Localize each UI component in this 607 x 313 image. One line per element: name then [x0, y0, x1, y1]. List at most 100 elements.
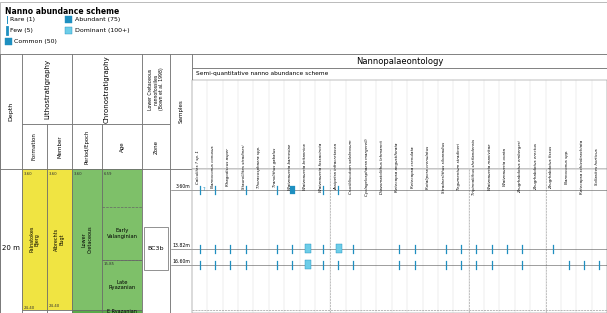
Text: Diazomatolithus lehmannii: Diazomatolithus lehmannii: [380, 140, 384, 194]
Text: Zeugrhabdotus erectus: Zeugrhabdotus erectus: [534, 143, 538, 191]
Bar: [142, 54, 170, 124]
Text: Early
Valanginian: Early Valanginian: [106, 228, 138, 239]
Text: Late
Ryazanian: Late Ryazanian: [109, 280, 135, 290]
Bar: [192, 54, 607, 68]
Bar: [22, 124, 47, 169]
Bar: [72, 169, 102, 310]
Bar: [47, 169, 72, 310]
Text: Retecapsa angustiforata: Retecapsa angustiforata: [396, 142, 399, 192]
Bar: [102, 124, 142, 169]
Bar: [305, 260, 311, 269]
Bar: [22, 169, 47, 310]
Text: Calculites ? sp. 1: Calculites ? sp. 1: [195, 150, 200, 184]
Text: Tegumentum stradineri: Tegumentum stradineri: [457, 144, 461, 190]
Text: Staurolilites stradineri: Staurolilites stradineri: [242, 145, 246, 189]
Bar: [290, 186, 295, 194]
Text: Dominant (100+): Dominant (100+): [75, 28, 130, 33]
Bar: [0, 54, 607, 313]
Bar: [0, 2, 607, 54]
Text: Chronostratigraphy: Chronostratigraphy: [104, 55, 110, 123]
Bar: [5, 38, 12, 45]
Bar: [102, 260, 142, 310]
Text: Tranolithus gabalus: Tranolithus gabalus: [273, 147, 277, 187]
Text: 24.40: 24.40: [49, 304, 60, 308]
Text: Member: Member: [57, 135, 62, 158]
Bar: [0, 54, 22, 169]
Bar: [144, 227, 168, 270]
Text: 24.40: 24.40: [24, 306, 35, 310]
Text: 3.60: 3.60: [49, 172, 58, 176]
Text: 13.82m: 13.82m: [172, 243, 190, 248]
Text: 3.60: 3.60: [74, 172, 83, 176]
Bar: [142, 169, 170, 313]
Text: Nannoconus spp.: Nannoconus spp.: [565, 150, 569, 184]
Bar: [65, 16, 72, 23]
Bar: [170, 169, 192, 313]
Bar: [65, 27, 72, 34]
Text: Rare (1): Rare (1): [10, 17, 35, 22]
Text: Sollasites horticus: Sollasites horticus: [595, 149, 599, 185]
Bar: [305, 244, 311, 253]
Text: Watznaueria fossacincta: Watznaueria fossacincta: [319, 142, 323, 192]
Text: 3.60: 3.60: [24, 172, 33, 176]
Bar: [102, 169, 142, 260]
Text: Rhagodiscus asper: Rhagodiscus asper: [226, 148, 231, 186]
Text: Thoracosphaera spp.: Thoracosphaera spp.: [257, 146, 261, 188]
Text: Watznaueria barnesiae: Watznaueria barnesiae: [288, 144, 292, 190]
Text: Lithostratigraphy: Lithostratigraphy: [44, 59, 50, 119]
Text: Period/Epoch: Period/Epoch: [84, 129, 89, 164]
Text: Nanno abundance scheme: Nanno abundance scheme: [5, 7, 119, 16]
Text: Nannoconus conusus: Nannoconus conusus: [211, 146, 215, 188]
Text: Zeugrhabdotus fissus: Zeugrhabdotus fissus: [549, 145, 553, 189]
Text: Watznaueria britannica: Watznaueria britannica: [304, 144, 307, 190]
Bar: [22, 310, 47, 313]
Text: E Ryazanian: E Ryazanian: [107, 309, 137, 313]
Text: Watznaueria ovata: Watznaueria ovata: [503, 148, 507, 186]
Bar: [192, 68, 607, 80]
Bar: [192, 80, 607, 169]
Text: Zone: Zone: [154, 140, 158, 153]
Bar: [72, 310, 102, 313]
Text: Retecapsa schizobrachiata: Retecapsa schizobrachiata: [580, 140, 584, 194]
Text: Tripinnalithus shetlandensis: Tripinnalithus shetlandensis: [472, 139, 476, 195]
Text: Albrechts
Bugt: Albrechts Bugt: [54, 228, 65, 251]
Bar: [47, 124, 72, 169]
Text: 6.59: 6.59: [104, 172, 112, 176]
Text: 16.60m: 16.60m: [172, 259, 190, 264]
Bar: [170, 54, 192, 169]
Text: Depth: Depth: [8, 102, 13, 121]
Bar: [0, 169, 22, 313]
Bar: [22, 54, 72, 124]
Text: 3.60m: 3.60m: [175, 184, 190, 189]
Text: Retecapsa crenulata: Retecapsa crenulata: [411, 146, 415, 188]
Bar: [142, 124, 170, 169]
Text: ?: ?: [202, 187, 205, 192]
Text: BC3b: BC3b: [148, 246, 164, 251]
Bar: [72, 124, 102, 169]
Text: Abundant (75): Abundant (75): [75, 17, 120, 22]
Bar: [192, 169, 607, 313]
Bar: [72, 54, 142, 124]
Text: Cyclagelosphaera margerelli: Cyclagelosphaera margerelli: [365, 138, 369, 196]
Text: Palnatokes
Bjerg: Palnatokes Bjerg: [29, 226, 40, 253]
Text: 15.85: 15.85: [104, 262, 115, 266]
Text: Crucibliscutum salebrosum: Crucibliscutum salebrosum: [350, 140, 353, 194]
Bar: [47, 310, 72, 313]
Text: Rotalipora crenulatus: Rotalipora crenulatus: [426, 145, 430, 189]
Bar: [102, 310, 142, 313]
Text: Lower
Cretaceous: Lower Cretaceous: [81, 225, 92, 253]
Text: Semi-quantitative nanno abundance scheme: Semi-quantitative nanno abundance scheme: [196, 71, 328, 76]
Text: Formation: Formation: [32, 133, 37, 161]
Text: Common (50): Common (50): [14, 39, 57, 44]
Text: Stradnerlithus silvaradius: Stradnerlithus silvaradius: [442, 141, 446, 192]
Text: Watznaueria manivitae: Watznaueria manivitae: [487, 144, 492, 190]
Text: Few (5): Few (5): [10, 28, 33, 33]
Text: Assipetra infracretacea: Assipetra infracretacea: [334, 143, 338, 191]
Text: Lower Cretaceous
nannofossiles
(Bown et al. 1998): Lower Cretaceous nannofossiles (Bown et …: [148, 68, 164, 110]
Bar: [336, 244, 342, 253]
Text: Age: Age: [120, 141, 124, 152]
Text: Zeugrhabdotus embergeri: Zeugrhabdotus embergeri: [518, 141, 523, 193]
Text: Nannopalaeontology: Nannopalaeontology: [356, 57, 443, 65]
Text: Samples: Samples: [178, 100, 183, 123]
Text: 20 m: 20 m: [2, 245, 20, 251]
